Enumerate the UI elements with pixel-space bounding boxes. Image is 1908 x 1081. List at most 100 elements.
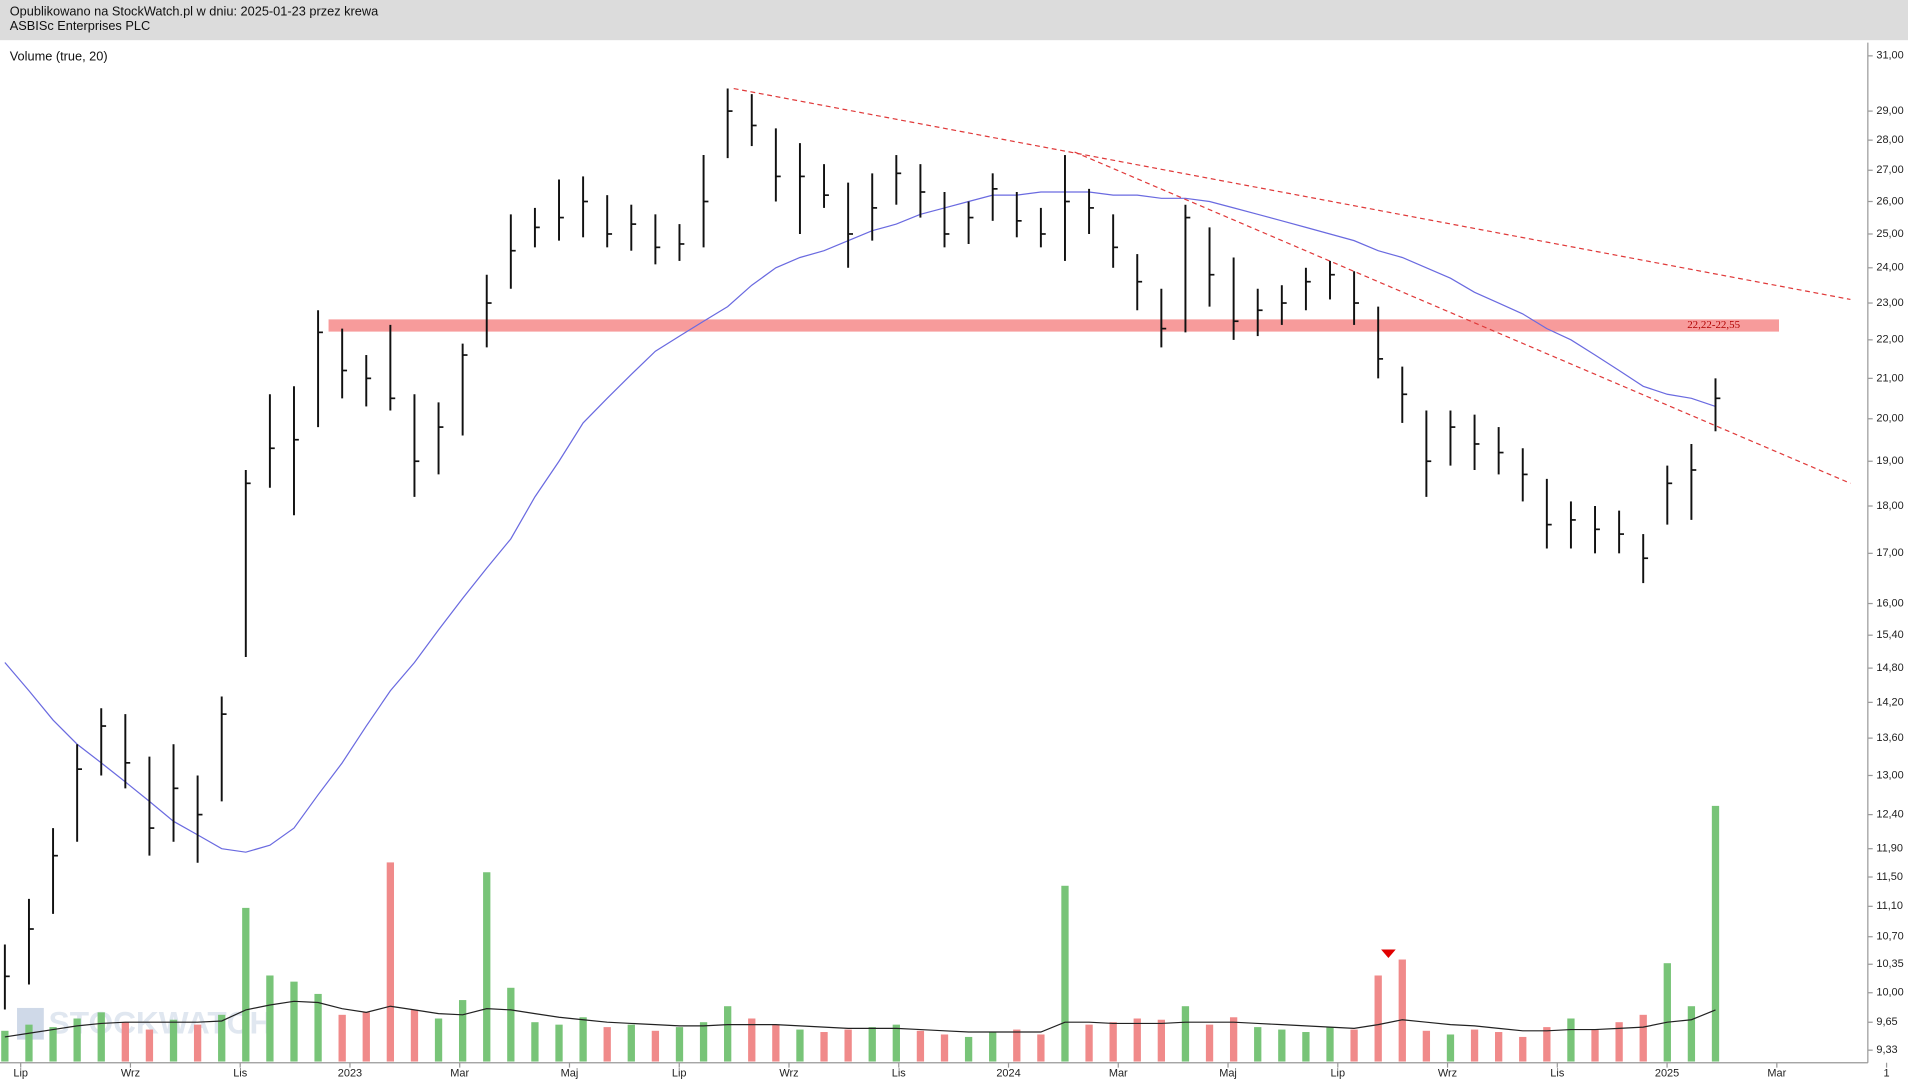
x-tick-label: Lip <box>1330 1068 1345 1080</box>
volume-bar <box>940 1034 949 1062</box>
y-tick-label: 14,80 <box>1876 662 1903 674</box>
volume-bar <box>1254 1027 1262 1062</box>
y-tick-label: 9,65 <box>1876 1016 1897 1028</box>
signal-marker <box>1381 949 1396 959</box>
volume-bar <box>169 1019 178 1062</box>
volume-bar <box>121 1022 129 1062</box>
volume-bar <box>699 1022 708 1062</box>
y-tick-label: 13,60 <box>1876 732 1903 744</box>
volume-bar <box>1711 805 1720 1062</box>
y-tick-label: 10,35 <box>1876 958 1903 970</box>
volume-bar <box>1543 1027 1551 1062</box>
volume-bar <box>1398 959 1406 1062</box>
volume-bar <box>555 1024 563 1062</box>
resistance-band <box>328 319 1780 332</box>
y-tick-label: 11,50 <box>1876 871 1903 883</box>
volume-bar <box>1591 1029 1599 1062</box>
volume-bar <box>434 1018 443 1062</box>
volume-bar <box>1157 1019 1165 1062</box>
x-tick-label: Lis <box>233 1068 248 1080</box>
volume-bar <box>97 1012 105 1062</box>
x-tick-label: 2023 <box>338 1068 362 1080</box>
band-label: 22,22-22,55 <box>1687 319 1740 331</box>
volume-bar <box>458 1000 467 1062</box>
volume-bar <box>49 1027 57 1062</box>
volume-bar <box>266 975 274 1062</box>
volume-bar <box>1495 1032 1503 1062</box>
y-tick-label: 11,10 <box>1876 900 1903 912</box>
volume-bar <box>1639 1014 1647 1062</box>
y-tick-label: 19,00 <box>1876 455 1903 467</box>
y-tick-label: 9,33 <box>1876 1044 1897 1056</box>
y-tick-label: 29,00 <box>1876 105 1903 117</box>
volume-bar <box>25 1024 33 1062</box>
x-tick-label: Lis <box>1550 1068 1565 1080</box>
y-tick-label: 11,90 <box>1876 843 1903 855</box>
volume-bar <box>1 1030 9 1062</box>
x-tick-label: Wrz <box>779 1068 798 1080</box>
y-tick-label: 26,00 <box>1876 195 1903 207</box>
y-tick-label: 10,00 <box>1876 987 1903 999</box>
volume-bar <box>1567 1018 1575 1062</box>
volume-bar <box>1278 1029 1286 1062</box>
volume-bar <box>1061 885 1069 1062</box>
volume-bar <box>579 1017 587 1062</box>
x-tick-label: Maj <box>561 1068 579 1080</box>
header-bar <box>0 0 1908 41</box>
x-tick-label: 1 <box>1884 1068 1890 1080</box>
y-tick-label: 24,00 <box>1876 262 1903 274</box>
x-tick-label: Mar <box>1109 1068 1128 1080</box>
volume-bar <box>1133 1018 1141 1062</box>
volume-ma-line <box>4 1000 1716 1038</box>
x-tick-label: Lip <box>13 1068 28 1080</box>
volume-bar <box>507 987 515 1062</box>
volume-bar <box>1302 1032 1310 1062</box>
y-tick-label: 31,00 <box>1876 50 1903 62</box>
x-tick-label: Wrz <box>1438 1068 1457 1080</box>
volume-bar <box>964 1036 973 1062</box>
volume-bar <box>290 981 298 1062</box>
y-tick-label: 16,00 <box>1876 597 1903 609</box>
x-tick-label: 2024 <box>996 1068 1020 1080</box>
volume-bar <box>1519 1036 1527 1062</box>
x-tick-label: Maj <box>1219 1068 1237 1080</box>
volume-bar <box>73 1018 81 1062</box>
y-tick-label: 13,00 <box>1876 769 1903 781</box>
header-subtitle: Opublikowano na StockWatch.pl w dniu: 20… <box>10 4 379 19</box>
y-tick-label: 18,00 <box>1876 500 1903 512</box>
y-tick-label: 14,20 <box>1876 696 1903 708</box>
volume-bar <box>1205 1024 1214 1062</box>
volume-bar <box>748 1018 756 1062</box>
volume-bar <box>362 1012 370 1062</box>
x-tick-label: Mar <box>450 1068 469 1080</box>
volume-bar <box>338 1014 346 1062</box>
x-tick-label: Mar <box>1767 1068 1786 1080</box>
trendline <box>1074 151 1851 484</box>
volume-bar <box>1181 1006 1190 1062</box>
moving-average <box>4 191 1716 853</box>
volume-bar <box>483 872 491 1062</box>
volume-bar <box>1422 1030 1431 1062</box>
volume-bar <box>627 1024 635 1062</box>
volume-bar <box>242 907 250 1062</box>
volume-bar <box>1326 1027 1334 1062</box>
volume-bar <box>1470 1029 1479 1062</box>
volume-label: Volume (true, 20) <box>10 49 108 64</box>
volume-bar <box>675 1027 684 1062</box>
volume-bar <box>1663 963 1671 1062</box>
volume-bar <box>796 1029 804 1062</box>
volume-bar <box>386 862 395 1062</box>
volume-bar <box>844 1029 852 1062</box>
y-tick-label: 25,00 <box>1876 228 1903 240</box>
x-tick-label: Wrz <box>121 1068 140 1080</box>
volume-bar <box>989 1032 997 1062</box>
y-tick-label: 23,00 <box>1876 297 1903 309</box>
volume-bar <box>145 1029 154 1062</box>
volume-bar <box>916 1030 925 1062</box>
y-tick-label: 28,00 <box>1876 134 1903 146</box>
volume-bar <box>531 1022 539 1062</box>
x-tick-label: Lis <box>892 1068 907 1080</box>
volume-bar <box>724 1006 732 1062</box>
volume-bar <box>1013 1029 1021 1062</box>
volume-bar <box>603 1027 611 1062</box>
